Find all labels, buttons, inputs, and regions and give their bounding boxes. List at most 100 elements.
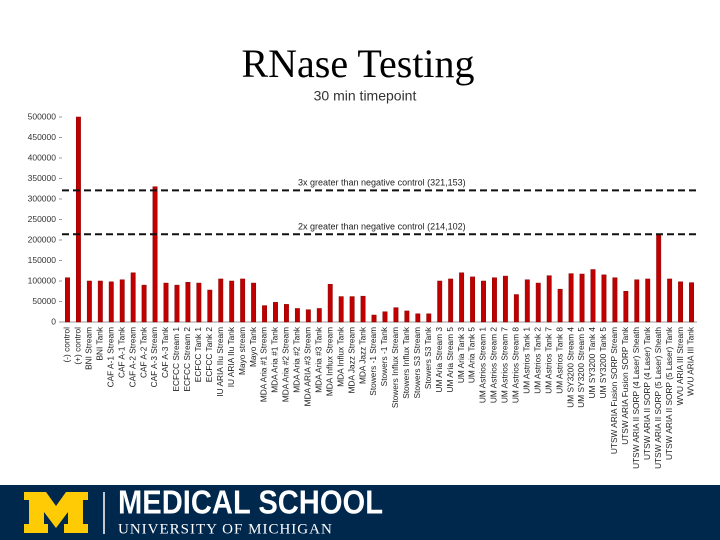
x-tick-label: (+) control xyxy=(73,327,83,365)
x-tick-label: Stowers Influx Stream xyxy=(390,327,400,408)
x-tick-label: UTSW ARIA Fusion SORP Tank xyxy=(620,326,630,445)
x-tick-label: Mayo Tank xyxy=(248,326,258,367)
footer-university: UNIVERSITY OF MICHIGAN xyxy=(118,521,333,537)
bar xyxy=(196,282,202,323)
x-tick-label: IU ARIA IIu Tank xyxy=(226,326,236,387)
x-tick-label: UM Aria Tank 3 xyxy=(456,327,466,383)
bar xyxy=(623,291,629,323)
x-tick-label: Mayo stream xyxy=(237,327,247,375)
bar xyxy=(207,289,213,323)
bar xyxy=(590,269,596,323)
x-tick-label: UM Aria Stream 3 xyxy=(434,327,444,393)
reference-label: 3x greater than negative control (321,15… xyxy=(298,178,466,188)
slide-title: RNase Testing xyxy=(241,41,474,86)
bar xyxy=(645,278,651,323)
x-tick-label: UM Astrios Tank 2 xyxy=(532,327,542,394)
y-tick-label: 0 xyxy=(51,316,56,326)
bar xyxy=(513,294,519,323)
x-tick-label: UM Aria Stream 5 xyxy=(445,327,455,393)
x-tick-label: MDA Aria #2 Tank xyxy=(292,326,302,393)
bar xyxy=(218,278,224,323)
bar xyxy=(327,284,333,323)
bar xyxy=(579,273,585,323)
x-tick-label: ECFCC Tank 1 xyxy=(193,327,203,383)
bar xyxy=(502,275,508,323)
x-tick-label: ECFCC Tank 2 xyxy=(204,327,214,383)
bar xyxy=(141,284,147,323)
x-tick-label: MDA Influx Tank xyxy=(335,326,345,387)
bar xyxy=(163,282,169,323)
bar xyxy=(470,276,476,323)
x-tick-label: UM Astrios Tank 7 xyxy=(543,327,553,394)
y-tick-label: 450000 xyxy=(28,132,57,142)
bar xyxy=(546,275,552,323)
bar xyxy=(119,279,125,323)
bar xyxy=(634,279,640,323)
bar xyxy=(404,310,410,323)
bar xyxy=(316,308,322,323)
bar xyxy=(481,280,486,323)
bar xyxy=(426,313,432,323)
block-m-logo xyxy=(24,492,88,533)
bar xyxy=(251,282,257,323)
x-tick-label: CAF A-1 Tank xyxy=(116,326,126,378)
bar xyxy=(86,280,92,323)
x-tick-label: UTSW ARIA II SORP (5 Laser) Sheath xyxy=(653,327,663,469)
x-tick-label: UM Astrios Tank 1 xyxy=(521,327,531,394)
y-tick-label: 500000 xyxy=(28,111,57,121)
bar xyxy=(568,273,574,323)
x-tick-label: BNI Stream xyxy=(84,327,94,370)
footer-band xyxy=(0,485,720,540)
bar xyxy=(557,288,563,323)
x-tick-label: UM Astrios Stream 2 xyxy=(489,327,499,403)
y-tick-label: 250000 xyxy=(28,214,57,224)
x-tick-label: MDA Aria #1 Stream xyxy=(259,327,269,402)
bar xyxy=(492,277,497,323)
x-tick-label: MDA Aria #1 Tank xyxy=(270,326,280,393)
x-tick-label: MDA ARIA #3 Stream xyxy=(303,327,313,406)
y-tick-label: 100000 xyxy=(28,275,57,285)
x-tick-label: CAF A-3 Stream xyxy=(149,327,159,387)
x-tick-label: IU ARIA IIu Stream xyxy=(215,327,225,397)
reference-label: 2x greater than negative control (214,10… xyxy=(298,222,466,232)
x-tick-label: WVU ARIA III Stream xyxy=(675,327,685,405)
bar xyxy=(524,279,530,323)
x-tick-label: UTSW ARIA Fusion SORP Stream xyxy=(609,327,619,454)
bar xyxy=(305,309,311,323)
x-tick-label: (-) control xyxy=(62,327,72,363)
x-tick-label: Stowers -1 Stream xyxy=(368,327,378,396)
x-tick-label: MDA Influx Stream xyxy=(324,327,334,396)
bar xyxy=(338,296,344,323)
x-tick-label: ECFCC Stream 1 xyxy=(171,327,181,392)
footer-school: MEDICAL SCHOOL xyxy=(118,484,383,521)
bar xyxy=(108,281,114,323)
bar xyxy=(152,186,158,323)
x-tick-label: BNI Tank xyxy=(95,326,105,360)
x-tick-label: UM Astrios Stream 1 xyxy=(478,327,488,403)
bar xyxy=(678,281,684,323)
bar xyxy=(130,272,136,323)
x-tick-label: UM SY3200 Stream 4 xyxy=(565,327,575,408)
bar xyxy=(185,281,191,323)
x-tick-label: CAF A-2 Stream xyxy=(127,327,137,387)
y-tick-label: 50000 xyxy=(32,296,56,306)
bar xyxy=(667,278,673,323)
x-tick-label: UM Aria Tank 5 xyxy=(467,327,477,383)
x-tick-label: MDA Aria #2 Stream xyxy=(281,327,291,402)
x-tick-label: MDA Jazz Tank xyxy=(357,326,367,384)
x-tick-label: CAF A-2 Tank xyxy=(138,326,148,378)
chart-title: 30 min timepoint xyxy=(314,88,417,104)
bar xyxy=(174,284,180,323)
y-tick-label: 200000 xyxy=(28,234,57,244)
bar xyxy=(349,296,355,323)
bar xyxy=(459,272,465,323)
bar xyxy=(612,277,618,323)
bar xyxy=(448,278,454,323)
x-tick-label: Stowers Influx Tank xyxy=(401,326,411,399)
x-tick-label: UM SY3200 Stream 5 xyxy=(576,327,586,408)
y-tick-label: 350000 xyxy=(28,173,57,183)
x-tick-label: UTSW ARIA II SORP (4 Laser) Tank xyxy=(642,326,652,460)
